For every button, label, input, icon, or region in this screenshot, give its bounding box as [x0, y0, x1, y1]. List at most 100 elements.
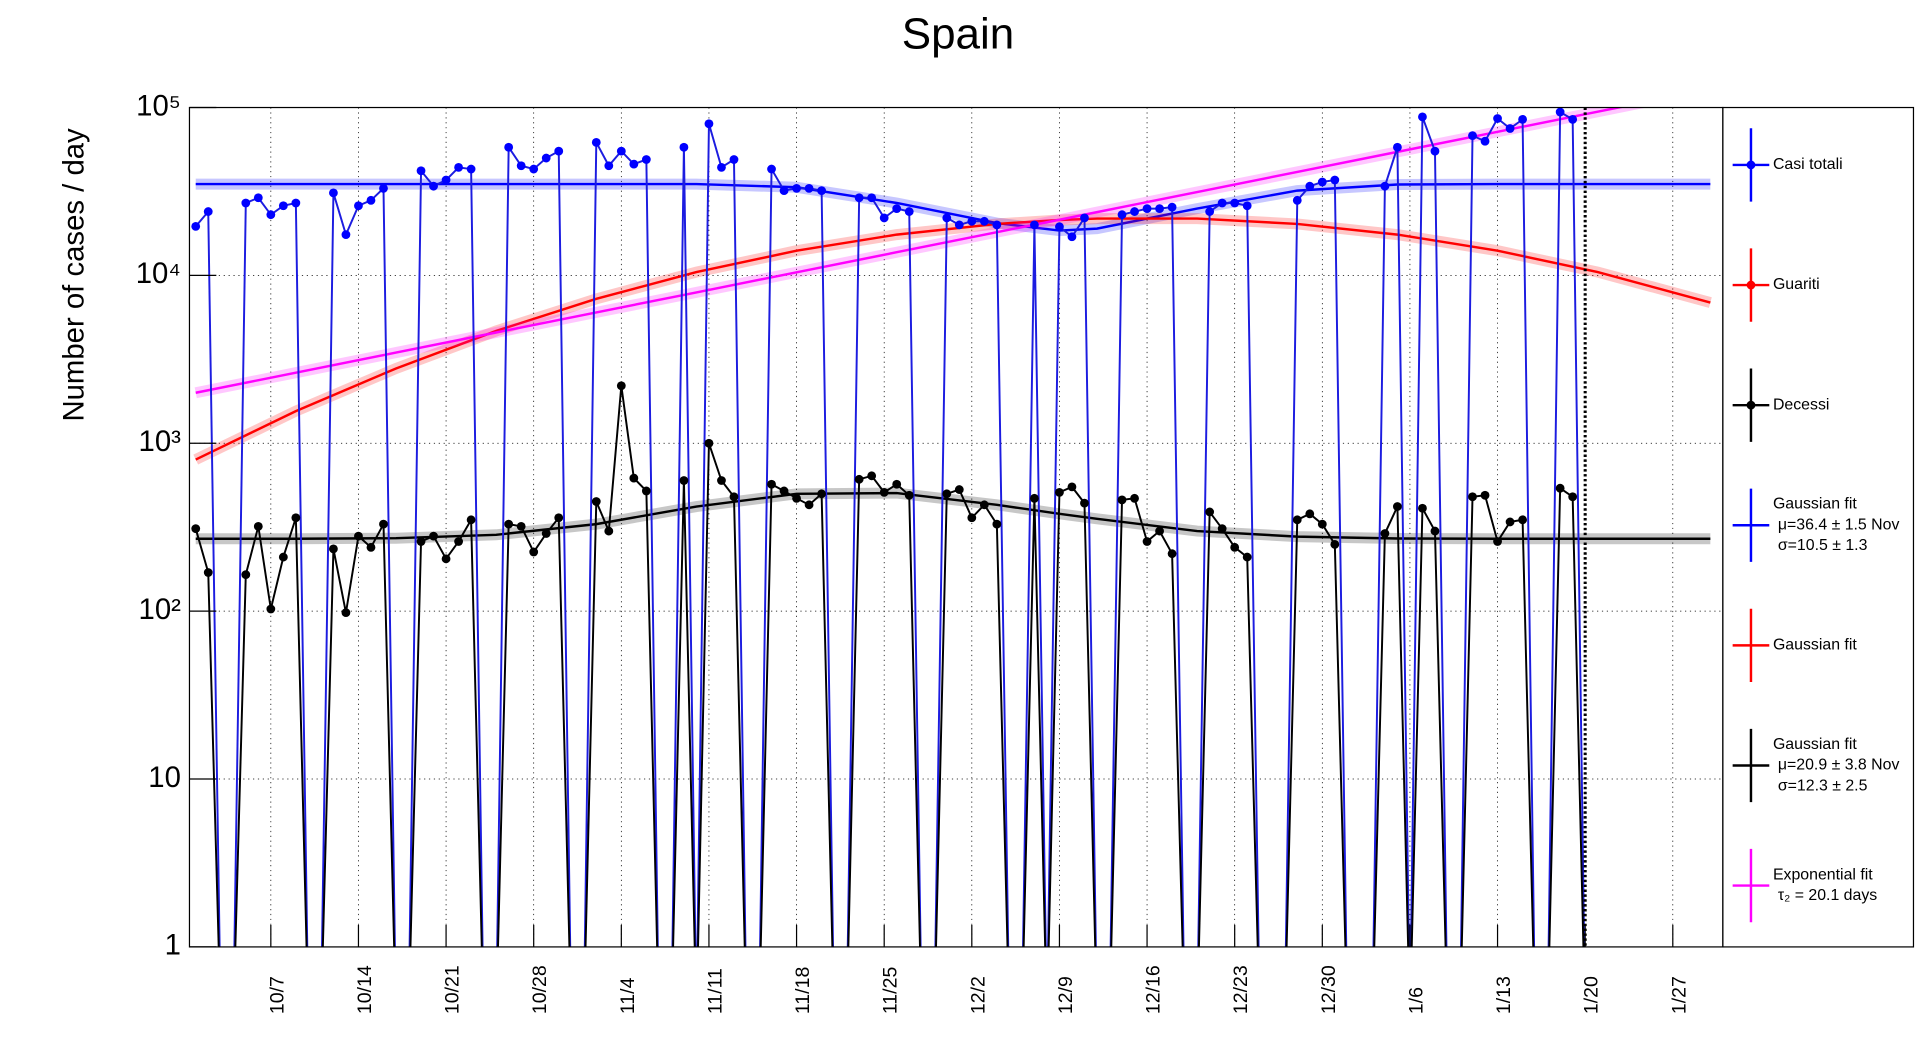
data-point [1393, 502, 1402, 511]
x-tick-label: 10/14 [354, 965, 376, 1014]
data-point [1242, 201, 1252, 211]
data-point [641, 155, 651, 164]
plot-area [191, 107, 1712, 947]
chart-title: Spain [902, 9, 1014, 58]
y-axis-label: Number of cases / day [58, 128, 91, 422]
x-tick-label: 12/9 [1055, 976, 1077, 1014]
legend-label: Gaussian fit [1773, 736, 1857, 753]
data-point [416, 537, 426, 546]
y-tick-label: 10² [139, 593, 182, 626]
x-tick-label: 11/4 [617, 977, 639, 1014]
data-point [416, 166, 426, 176]
data-point [253, 193, 263, 203]
data-point [1055, 222, 1064, 232]
legend-marker [1746, 400, 1756, 410]
y-tick-label: 10⁵ [136, 89, 181, 122]
data-point [1418, 112, 1427, 122]
legend-label: Exponential fit [1773, 866, 1873, 883]
data-point [1080, 213, 1089, 223]
data-point [1380, 529, 1390, 538]
data-point [1242, 552, 1252, 562]
data-point [1130, 493, 1139, 503]
data-point [203, 568, 213, 577]
x-tick-label: 10/21 [442, 965, 464, 1014]
data-point [1418, 503, 1427, 513]
data-point [1167, 549, 1177, 559]
data-point [779, 186, 789, 195]
data-point [341, 230, 351, 239]
data-point [1292, 515, 1302, 525]
data-point [1080, 498, 1089, 508]
data-point [379, 519, 388, 529]
data-point [366, 542, 376, 552]
data-point [629, 473, 639, 483]
data-point [616, 146, 626, 156]
data-point [466, 515, 476, 525]
data-point [904, 490, 914, 500]
data-point [717, 162, 726, 172]
data-point [1292, 195, 1302, 205]
data-point [241, 198, 251, 208]
data-point [1393, 142, 1402, 152]
data-point [379, 183, 388, 193]
data-point [879, 213, 889, 223]
legend-label: τ₂ = 20.1 days [1778, 887, 1877, 904]
data-point [992, 220, 1002, 230]
data-point [1067, 482, 1077, 492]
data-point [1430, 526, 1440, 536]
data-point [1230, 542, 1240, 552]
x-tick-label: 1/13 [1493, 976, 1515, 1014]
data-point [1155, 204, 1164, 213]
x-tick-label: 11/18 [792, 967, 814, 1015]
y-tick-label: 10⁴ [136, 257, 181, 290]
y-tick-label: 10³ [139, 425, 182, 458]
data-point [454, 162, 463, 172]
data-point [804, 183, 814, 193]
data-point [616, 381, 626, 391]
legend-label: σ=10.5 ± 1.3 [1778, 537, 1868, 554]
data-point [191, 524, 201, 534]
data-point [704, 438, 714, 448]
data-point [591, 497, 601, 506]
data-point [241, 570, 251, 580]
data-point [679, 476, 689, 485]
data-point [1555, 107, 1565, 117]
data-point [329, 544, 338, 554]
data-point [1568, 492, 1578, 502]
data-point [1330, 539, 1340, 549]
data-point [1505, 124, 1515, 133]
legend-label: σ=12.3 ± 2.5 [1778, 777, 1868, 794]
data-point [954, 220, 964, 230]
data-point [1555, 483, 1565, 493]
data-point [1480, 490, 1490, 500]
data-point [1155, 526, 1164, 536]
y-tick-label: 1 [165, 929, 181, 962]
data-point [954, 485, 964, 494]
x-tick-label: 12/23 [1230, 965, 1252, 1014]
x-tick-label: 1/6 [1405, 987, 1427, 1014]
legend-marker [1746, 280, 1756, 290]
data-point [278, 552, 288, 562]
data-point [329, 188, 338, 198]
data-point [441, 554, 451, 564]
x-tick-label: 10/7 [266, 976, 288, 1014]
data-point [792, 493, 801, 503]
data-point [1230, 198, 1240, 208]
data-point [529, 547, 539, 557]
data-point [1317, 519, 1327, 529]
data-point [1217, 524, 1227, 534]
data-point [1468, 131, 1477, 141]
data-point [429, 181, 438, 191]
data-point [278, 201, 288, 211]
data-point [1030, 220, 1039, 230]
x-tick-label: 1/27 [1668, 976, 1690, 1014]
data-point [1317, 177, 1327, 187]
data-point [541, 153, 551, 163]
data-point [892, 204, 902, 213]
data-point [1468, 492, 1477, 502]
series-line [194, 385, 1585, 947]
data-point [1117, 495, 1127, 505]
